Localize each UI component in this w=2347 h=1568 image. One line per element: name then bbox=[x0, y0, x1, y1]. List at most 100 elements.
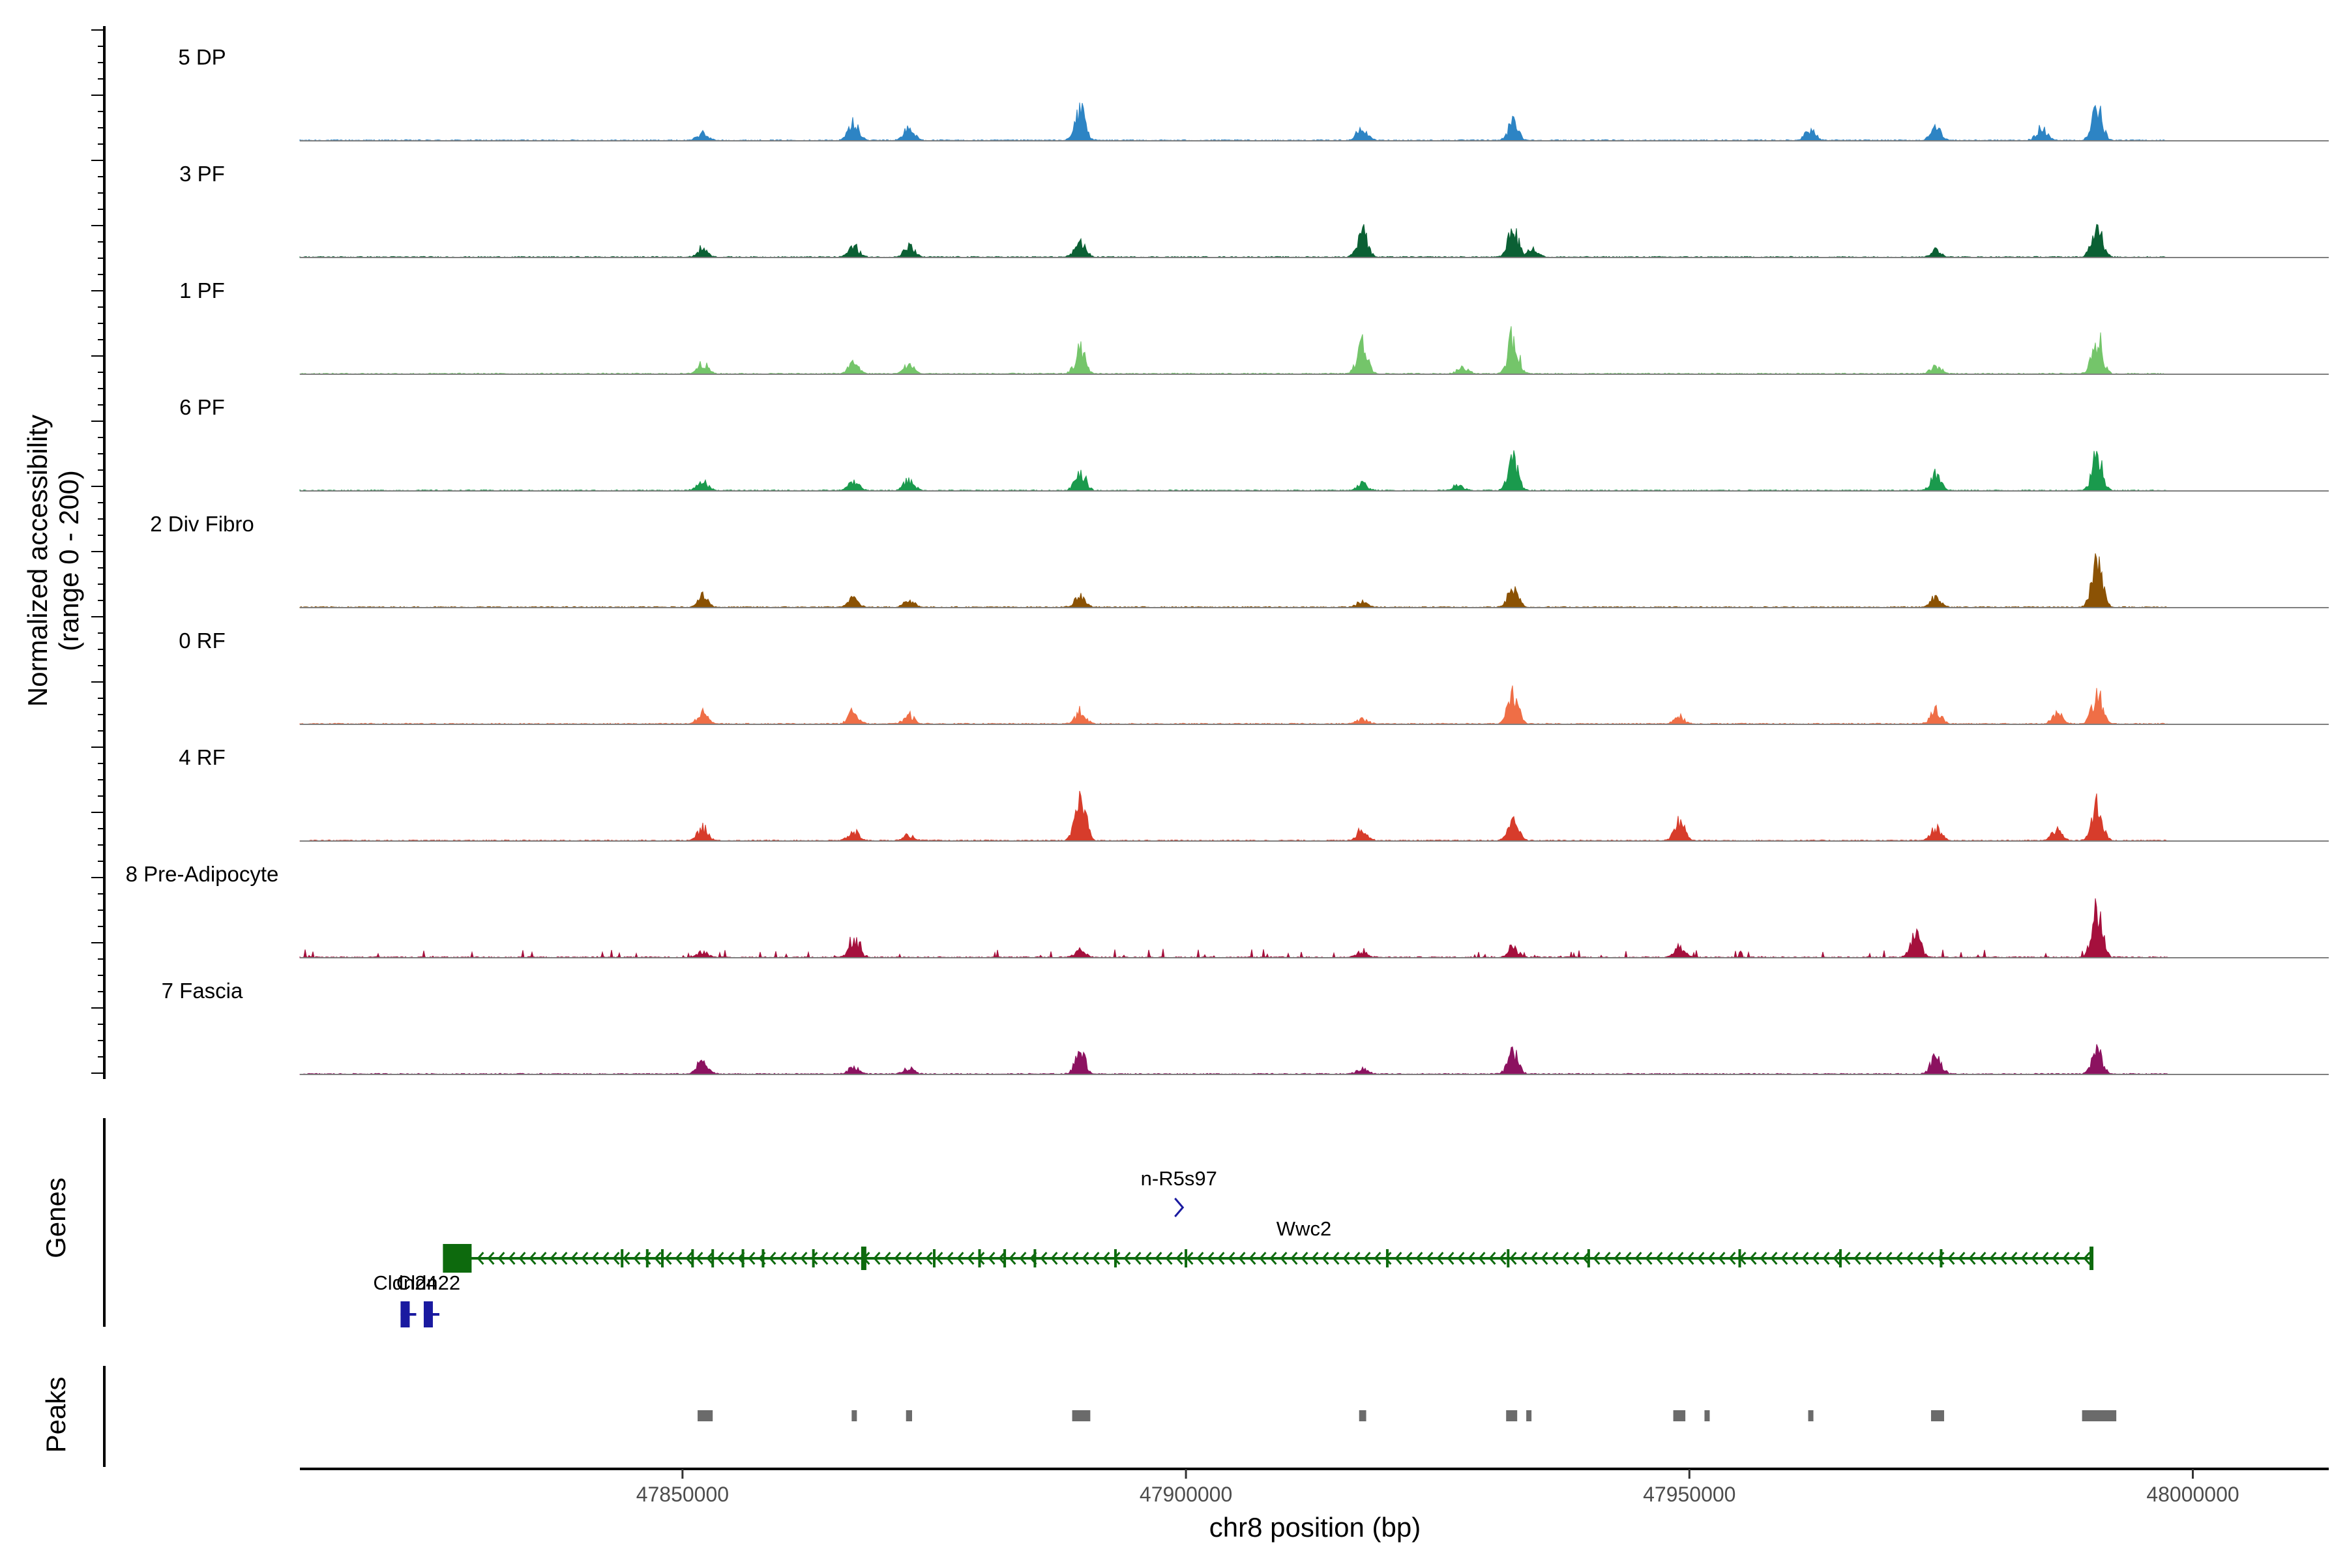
strand-arrow bbox=[1895, 1252, 1903, 1265]
coverage-track: 5 DP bbox=[178, 45, 2329, 141]
strand-arrow bbox=[2031, 1252, 2039, 1265]
strand-arrow bbox=[1874, 1252, 1882, 1265]
strand-arrow bbox=[1833, 1252, 1840, 1265]
strand-arrow bbox=[1989, 1252, 1997, 1265]
strand-arrow bbox=[1342, 1252, 1350, 1265]
strand-arrow bbox=[956, 1252, 964, 1265]
strand-arrow bbox=[1280, 1252, 1288, 1265]
strand-arrow bbox=[1603, 1252, 1611, 1265]
strand-arrow bbox=[1478, 1252, 1486, 1265]
strand-arrow bbox=[1040, 1252, 1048, 1265]
track-label: 7 Fascia bbox=[162, 979, 243, 1003]
strand-arrow bbox=[1217, 1252, 1225, 1265]
coverage-area bbox=[299, 450, 2168, 492]
strand-arrow bbox=[1645, 1252, 1653, 1265]
x-axis: 47850000 47900000 47950000 48000000 bbox=[300, 1468, 2329, 1506]
strand-arrow bbox=[1718, 1252, 1726, 1265]
strand-arrow bbox=[988, 1252, 996, 1265]
strand-arrow bbox=[675, 1252, 683, 1265]
gene-exon bbox=[1507, 1249, 1510, 1267]
strand-arrow bbox=[1468, 1252, 1475, 1265]
coverage-track: 7 Fascia bbox=[162, 979, 2329, 1075]
strand-arrow bbox=[1353, 1252, 1361, 1265]
strand-arrow bbox=[696, 1252, 703, 1265]
gene-exon bbox=[1587, 1249, 1590, 1267]
strand-arrow bbox=[1405, 1252, 1413, 1265]
strand-arrow bbox=[1676, 1252, 1684, 1265]
strand-arrow bbox=[623, 1252, 630, 1265]
coverage-track: 2 Div Fibro bbox=[150, 512, 2329, 608]
strand-arrow bbox=[706, 1252, 714, 1265]
peak-region bbox=[2082, 1410, 2117, 1421]
strand-arrow bbox=[518, 1252, 526, 1265]
strand-arrow bbox=[602, 1252, 610, 1265]
gene-exon bbox=[861, 1247, 866, 1270]
strand-arrow bbox=[1363, 1252, 1371, 1265]
strand-arrow bbox=[1864, 1252, 1872, 1265]
strand-arrow bbox=[1499, 1252, 1507, 1265]
gene-exon bbox=[1003, 1249, 1007, 1267]
coverage-area bbox=[299, 224, 2169, 258]
strand-arrow bbox=[1321, 1252, 1329, 1265]
strand-arrow bbox=[946, 1252, 954, 1265]
peak-regions-track bbox=[698, 1410, 2117, 1421]
strand-arrow bbox=[967, 1252, 975, 1265]
coverage-area bbox=[299, 790, 2168, 842]
strand-arrow bbox=[915, 1252, 923, 1265]
strand-arrow bbox=[1801, 1252, 1809, 1265]
strand-arrow bbox=[1311, 1252, 1319, 1265]
strand-arrow bbox=[1812, 1252, 1820, 1265]
strand-arrow bbox=[1697, 1252, 1705, 1265]
gene-exon bbox=[1738, 1249, 1741, 1267]
strand-arrow bbox=[1843, 1252, 1851, 1265]
strand-arrow bbox=[1082, 1252, 1089, 1265]
strand-arrow bbox=[2041, 1252, 2049, 1265]
strand-arrow bbox=[1822, 1252, 1830, 1265]
track-label: 4 RF bbox=[179, 745, 226, 769]
strand-arrow bbox=[1050, 1252, 1058, 1265]
strand-arrow bbox=[633, 1252, 641, 1265]
gene-exon bbox=[741, 1249, 745, 1267]
strand-arrow bbox=[1259, 1252, 1267, 1265]
strand-arrow bbox=[1488, 1252, 1496, 1265]
strand-arrow bbox=[790, 1252, 797, 1265]
strand-arrow bbox=[1426, 1252, 1434, 1265]
strand-arrow bbox=[894, 1252, 902, 1265]
strand-arrow bbox=[685, 1252, 693, 1265]
x-tick-label: 47900000 bbox=[1140, 1483, 1232, 1506]
peak-region bbox=[1526, 1410, 1532, 1421]
strand-arrow bbox=[1749, 1252, 1757, 1265]
strand-arrow bbox=[727, 1252, 735, 1265]
gene-exon bbox=[621, 1249, 624, 1267]
coverage-track: 0 RF bbox=[179, 629, 2329, 725]
peak-region bbox=[1359, 1410, 1366, 1421]
coverage-area bbox=[299, 685, 2169, 725]
peaks-track-title: Peaks bbox=[40, 1377, 71, 1453]
strand-arrow bbox=[1228, 1252, 1235, 1265]
track-label: 5 DP bbox=[178, 45, 226, 69]
strand-arrow bbox=[1207, 1252, 1215, 1265]
strand-arrow bbox=[2010, 1252, 2018, 1265]
gene-exon bbox=[1185, 1249, 1188, 1267]
strand-arrow bbox=[1332, 1252, 1340, 1265]
axes-layer bbox=[91, 26, 106, 1467]
strand-arrow bbox=[1123, 1252, 1131, 1265]
strand-arrow bbox=[936, 1252, 943, 1265]
strand-arrow bbox=[1728, 1252, 1736, 1265]
strand-arrow bbox=[1092, 1252, 1100, 1265]
strand-arrow bbox=[1624, 1252, 1632, 1265]
peak-region bbox=[1673, 1410, 1686, 1421]
strand-arrow bbox=[1384, 1252, 1392, 1265]
strand-arrow bbox=[591, 1252, 599, 1265]
strand-arrow bbox=[1447, 1252, 1454, 1265]
gene-exon bbox=[1385, 1249, 1389, 1267]
coverage-area bbox=[299, 102, 2168, 141]
coverage-track: 4 RF bbox=[179, 745, 2329, 842]
gene-exon bbox=[932, 1249, 936, 1267]
gene-exon bbox=[2089, 1247, 2094, 1270]
strand-arrow bbox=[508, 1252, 516, 1265]
strand-arrow bbox=[570, 1252, 578, 1265]
strand-arrow bbox=[852, 1252, 860, 1265]
